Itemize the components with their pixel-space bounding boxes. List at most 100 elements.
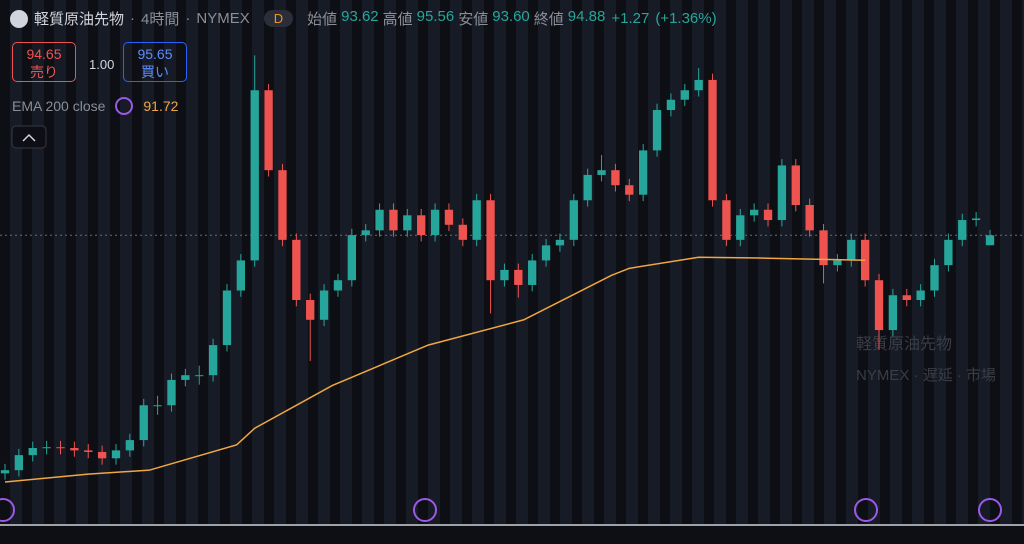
candle-body bbox=[403, 215, 412, 231]
buy-button[interactable]: 95.65 買い bbox=[123, 42, 187, 82]
candle-body bbox=[486, 200, 495, 281]
collapse-button[interactable] bbox=[11, 125, 47, 149]
candle-body bbox=[125, 440, 135, 451]
candle-body bbox=[528, 260, 537, 285]
candle-body bbox=[639, 150, 648, 195]
candle-body bbox=[944, 239, 953, 266]
candle-body bbox=[666, 99, 676, 111]
candle-body bbox=[472, 200, 481, 240]
watermark: 軽質原油先物 NYMEX · 遅延 · 市場 bbox=[856, 330, 996, 385]
candle-body bbox=[56, 447, 65, 449]
watermark-title: 軽質原油先物 bbox=[856, 336, 953, 353]
separator: · bbox=[130, 10, 136, 27]
wm-item: 遅延 bbox=[922, 367, 953, 384]
ohlc-label: 終値 bbox=[533, 11, 564, 28]
sell-price: 94.65 bbox=[26, 46, 62, 62]
event-icon[interactable] bbox=[413, 498, 437, 522]
candle-body bbox=[222, 290, 232, 346]
indicator-legend: EMA 200 close 91.72 bbox=[12, 97, 178, 115]
candle-body bbox=[292, 239, 301, 300]
candle-body bbox=[819, 230, 828, 266]
separator: · bbox=[913, 367, 919, 384]
candle-body bbox=[514, 269, 523, 285]
candle-body bbox=[916, 290, 925, 300]
sell-button[interactable]: 94.65 売り bbox=[12, 42, 76, 82]
candle-body bbox=[541, 245, 551, 261]
candle-body bbox=[625, 185, 634, 195]
candle-body bbox=[278, 170, 287, 240]
exchange: NYMEX bbox=[196, 10, 250, 27]
candle-body bbox=[181, 375, 190, 380]
change: +1.27 bbox=[611, 10, 650, 27]
candle-body bbox=[167, 379, 176, 406]
candle-body bbox=[611, 170, 620, 186]
candle-body bbox=[597, 170, 606, 175]
candle-body bbox=[708, 79, 717, 201]
candle-body bbox=[195, 375, 204, 377]
event-icon[interactable] bbox=[978, 498, 1002, 522]
candle-body bbox=[70, 448, 79, 451]
candle-body bbox=[902, 295, 911, 300]
ohlc-label: 安値 bbox=[458, 11, 489, 28]
ohlc-value: 95.56 bbox=[416, 8, 455, 25]
ohlc-value: 93.62 bbox=[341, 8, 379, 25]
candle-body bbox=[153, 405, 162, 407]
ohlc-label: 高値 bbox=[382, 11, 413, 28]
candle-body bbox=[111, 450, 121, 459]
ohlc-label: 始値 bbox=[307, 11, 338, 28]
candle-body bbox=[139, 405, 148, 441]
indicator-name: EMA 200 close bbox=[12, 98, 106, 114]
plot bbox=[0, 55, 1024, 483]
candle-body bbox=[458, 224, 467, 240]
candle-body bbox=[722, 200, 731, 240]
timeline-icons bbox=[0, 498, 1002, 522]
separator: · bbox=[956, 367, 962, 384]
sell-label: 売り bbox=[30, 64, 58, 80]
candle-body bbox=[736, 215, 745, 240]
candle-body bbox=[28, 448, 37, 456]
wm-item: NYMEX bbox=[856, 367, 910, 384]
candle-body bbox=[97, 451, 107, 459]
candle-body bbox=[971, 218, 981, 221]
candle-body bbox=[652, 110, 662, 151]
collapse-icon bbox=[22, 133, 36, 142]
candle-body bbox=[333, 280, 343, 291]
symbol-icon bbox=[10, 9, 28, 28]
separator: · bbox=[185, 10, 191, 27]
candle-body bbox=[236, 260, 246, 291]
candle-body bbox=[888, 295, 898, 331]
candle-body bbox=[389, 209, 398, 231]
quantity: 1.00 bbox=[89, 57, 115, 72]
candle-body bbox=[250, 90, 259, 261]
candle-body bbox=[777, 165, 787, 221]
candle-body bbox=[763, 209, 773, 221]
candle-body bbox=[375, 209, 384, 231]
candle-body bbox=[444, 209, 454, 225]
candle-body bbox=[430, 209, 440, 236]
buy-label: 買い bbox=[141, 64, 169, 80]
candle-body bbox=[417, 215, 426, 236]
candle-body bbox=[680, 90, 689, 100]
watermark-subtitle: NYMEX · 遅延 · 市場 bbox=[856, 364, 996, 385]
candle-body bbox=[805, 205, 814, 231]
candle-body bbox=[208, 345, 218, 376]
candle-body bbox=[930, 265, 939, 291]
buy-price: 95.65 bbox=[137, 46, 173, 62]
change-pct: (+1.36%) bbox=[655, 10, 717, 27]
session-shading bbox=[0, 0, 1024, 524]
candle-body bbox=[958, 220, 967, 240]
ema-line bbox=[4, 256, 866, 483]
candle-body bbox=[0, 470, 10, 474]
symbol-header: 軽質原油先物 · 4時間 · NYMEX D 始値 93.62 高値 95.56 安値 9… bbox=[10, 8, 717, 29]
event-icon[interactable] bbox=[854, 498, 878, 522]
indicator-icon bbox=[115, 97, 134, 115]
candle-body bbox=[847, 239, 856, 261]
candle-body bbox=[14, 455, 24, 471]
candle-body bbox=[874, 280, 884, 331]
candle-body bbox=[264, 90, 273, 171]
candle-body bbox=[569, 200, 578, 240]
indicator-value: 91.72 bbox=[143, 98, 179, 114]
timeframe: 4時間 bbox=[141, 11, 180, 28]
event-icon[interactable] bbox=[0, 498, 15, 522]
